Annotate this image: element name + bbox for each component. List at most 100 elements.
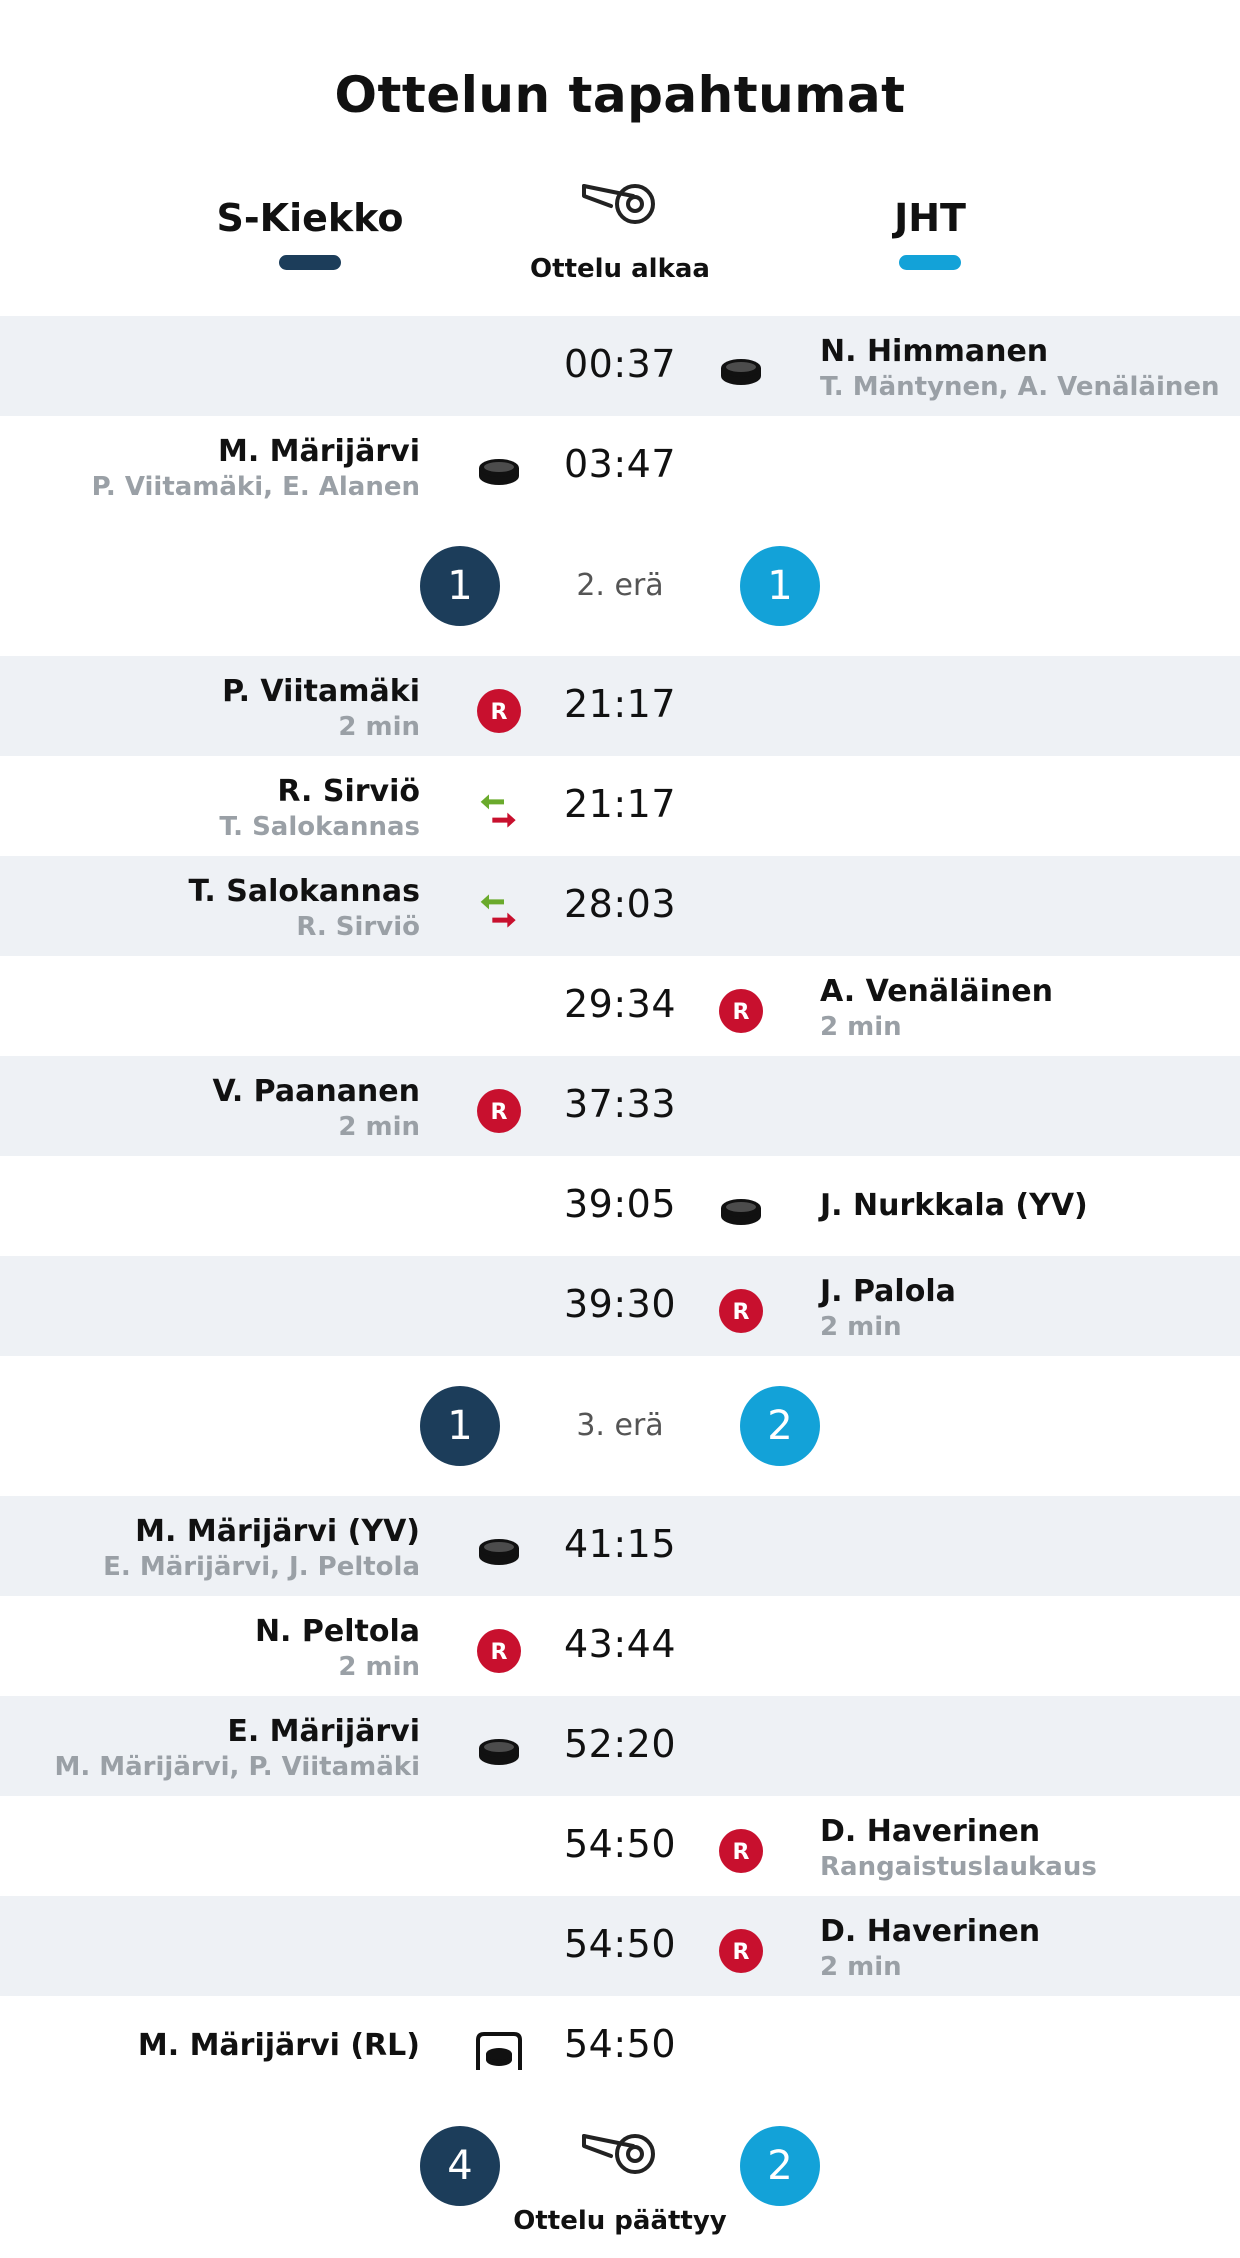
player-name: N. Peltola — [254, 1614, 420, 1649]
player-name: D. Haverinen — [820, 1914, 1041, 1949]
player-name: P. Viitamäki — [222, 674, 420, 709]
event-row: 52:20 E. Märijärvi M. Märijärvi, P. Viitam… — [0, 1696, 1240, 1796]
event-row: 21:17 R P. Viitamäki 2 min — [0, 656, 1240, 756]
puck-icon — [716, 1186, 766, 1236]
penalty-icon: R — [716, 1286, 766, 1336]
event-time: 52:20 — [563, 1722, 676, 1766]
penalty-icon: R — [474, 686, 524, 736]
whistle-icon — [581, 178, 663, 228]
away-score-circle: 1 — [740, 546, 820, 626]
player-name: M. Märijärvi — [217, 434, 420, 469]
player-name: T. Salokannas — [188, 874, 420, 909]
period-3-separator: 1 3. erä 2 — [0, 1376, 1240, 1476]
player-name: M. Märijärvi (RL) — [137, 2028, 420, 2063]
player-name: D. Haverinen — [820, 1814, 1041, 1849]
player-name: E. Märijärvi — [227, 1714, 420, 1749]
event-time: 00:37 — [563, 342, 676, 386]
event-row: 43:44 R N. Peltola 2 min — [0, 1596, 1240, 1696]
player-name: N. Himmanen — [820, 334, 1049, 369]
event-time: 37:33 — [563, 1082, 676, 1126]
svg-text:R: R — [491, 1100, 508, 1125]
away-team-color-bar — [899, 255, 961, 270]
svg-text:R: R — [733, 1000, 750, 1025]
penalty-icon: R — [716, 1926, 766, 1976]
event-row: 29:34 R A. Venäläinen 2 min — [0, 956, 1240, 1056]
event-detail: 2 min — [820, 1012, 902, 1042]
goalie-change-icon — [474, 886, 524, 936]
puck-icon — [474, 1726, 524, 1776]
event-detail: T. Mäntynen, A. Venäläinen — [820, 372, 1220, 402]
event-detail: 2 min — [820, 1312, 902, 1342]
event-time: 54:50 — [563, 1822, 676, 1866]
event-time: 39:30 — [563, 1282, 676, 1326]
event-detail: 2 min — [338, 1652, 420, 1682]
event-detail: 2 min — [338, 712, 420, 742]
home-team-color-bar — [279, 255, 341, 270]
final-score: 4 2 — [0, 2116, 1240, 2216]
penalty-icon: R — [716, 986, 766, 1036]
event-row: 00:37 N. Himmanen T. Mäntynen, A. Venäläin… — [0, 316, 1240, 416]
event-time: 21:17 — [563, 782, 676, 826]
event-detail: M. Märijärvi, P. Viitamäki — [54, 1752, 420, 1782]
penalty-icon: R — [716, 1826, 766, 1876]
goalie-change-icon — [474, 786, 524, 836]
event-time: 54:50 — [563, 1922, 676, 1966]
player-name: R. Sirviö — [277, 774, 420, 809]
away-score-circle: 2 — [740, 1386, 820, 1466]
event-time: 54:50 — [563, 2022, 676, 2066]
match-end-label: Ottelu päättyy — [513, 2206, 727, 2236]
event-row: 03:47 M. Märijärvi P. Viitamäki, E. Alanen — [0, 416, 1240, 516]
player-name: M. Märijärvi (YV) — [135, 1514, 420, 1549]
match-start-label: Ottelu alkaa — [530, 254, 710, 284]
event-row: 37:33 R V. Paananen 2 min — [0, 1056, 1240, 1156]
event-detail: 2 min — [338, 1112, 420, 1142]
away-final-score-circle: 2 — [740, 2126, 820, 2206]
event-time: 41:15 — [563, 1522, 676, 1566]
whistle-icon — [581, 2128, 663, 2178]
event-row: 39:30 R J. Palola 2 min — [0, 1256, 1240, 1356]
penalty-icon: R — [474, 1086, 524, 1136]
event-row: 28:03 T. Salokannas R. Sirviö — [0, 856, 1240, 956]
event-detail: P. Viitamäki, E. Alanen — [91, 472, 420, 502]
puck-icon — [716, 346, 766, 396]
puck-icon — [474, 446, 524, 496]
event-row: 54:50 R D. Haverinen 2 min — [0, 1896, 1240, 1996]
page-title: Ottelun tapahtumat — [334, 66, 906, 124]
home-team-name: S-Kiekko — [216, 196, 404, 240]
event-detail: 2 min — [820, 1952, 902, 1982]
svg-text:R: R — [733, 1940, 750, 1965]
home-final-score-circle: 4 — [420, 2126, 500, 2206]
svg-text:R: R — [491, 1640, 508, 1665]
event-row: 41:15 M. Märijärvi (YV) E. Märijärvi, J. P… — [0, 1496, 1240, 1596]
event-detail: R. Sirviö — [296, 912, 420, 942]
svg-text:R: R — [733, 1300, 750, 1325]
event-row: 54:50 M. Märijärvi (RL) — [0, 1996, 1240, 2096]
player-name: A. Venäläinen — [820, 974, 1054, 1009]
home-score-circle: 1 — [420, 1386, 500, 1466]
event-row: 39:05 J. Nurkkala (YV) — [0, 1156, 1240, 1256]
player-name: J. Nurkkala (YV) — [820, 1188, 1088, 1223]
event-detail: T. Salokannas — [219, 812, 420, 842]
penalty-shot-goal-icon — [474, 2026, 524, 2076]
player-name: V. Paananen — [212, 1074, 420, 1109]
event-time: 43:44 — [563, 1622, 676, 1666]
penalty-icon: R — [474, 1626, 524, 1676]
event-row: 21:17 R. Sirviö T. Salokannas — [0, 756, 1240, 856]
event-detail: E. Märijärvi, J. Peltola — [103, 1552, 420, 1582]
svg-text:R: R — [491, 700, 508, 725]
event-time: 03:47 — [563, 442, 676, 486]
period-label: 3. erä — [576, 1408, 664, 1443]
event-detail: Rangaistuslaukaus — [820, 1852, 1097, 1882]
event-time: 29:34 — [563, 982, 676, 1026]
event-time: 21:17 — [563, 682, 676, 726]
event-row: 54:50 R D. Haverinen Rangaistuslaukaus — [0, 1796, 1240, 1896]
event-time: 28:03 — [563, 882, 676, 926]
home-score-circle: 1 — [420, 546, 500, 626]
player-name: J. Palola — [820, 1274, 956, 1309]
puck-icon — [474, 1526, 524, 1576]
period-2-separator: 1 2. erä 1 — [0, 536, 1240, 636]
away-team-name: JHT — [894, 196, 966, 240]
event-time: 39:05 — [563, 1182, 676, 1226]
period-label: 2. erä — [576, 568, 664, 603]
svg-text:R: R — [733, 1840, 750, 1865]
